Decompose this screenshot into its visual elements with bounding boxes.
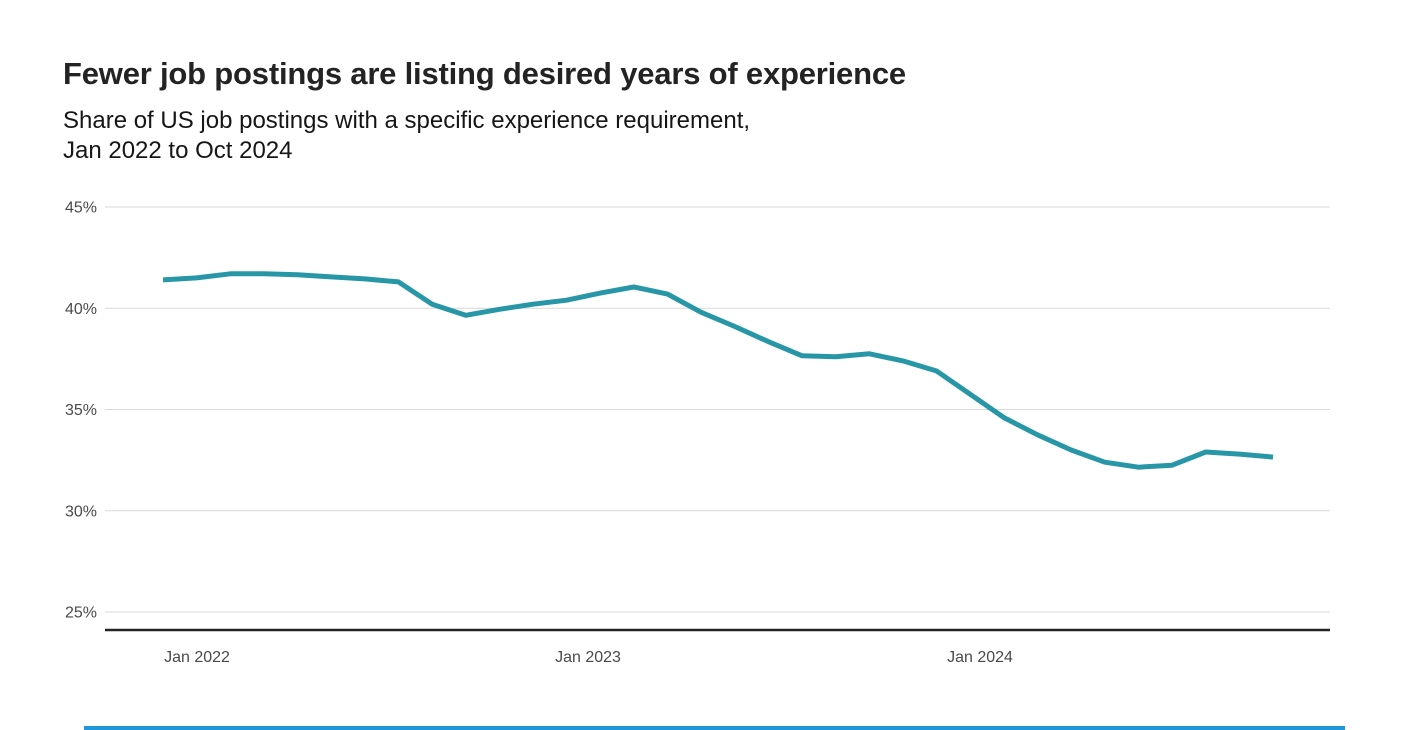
chart-subtitle-line-2: Jan 2022 to Oct 2024 <box>63 137 293 164</box>
x-axis-tick-label: Jan 2022 <box>164 649 230 666</box>
chart-subtitle: Share of US job postings with a specific… <box>63 106 1163 166</box>
x-axis-tick-label: Jan 2023 <box>555 649 621 666</box>
x-axis-tick-label: Jan 2024 <box>947 649 1013 666</box>
data-line-series <box>162 271 1274 470</box>
bottom-accent-bar <box>84 726 1345 730</box>
y-axis-tick-label: 30% <box>65 503 97 520</box>
y-axis-tick-label: 40% <box>65 301 97 318</box>
chart-title: Fewer job postings are listing desired y… <box>63 56 906 91</box>
chart-subtitle-line-1: Share of US job postings with a specific… <box>63 107 751 134</box>
y-axis-tick-label: 25% <box>65 605 97 622</box>
chart-header: Fewer job postings are listing desired y… <box>63 56 1163 166</box>
y-axis-tick-label: 35% <box>65 402 97 419</box>
y-axis-tick-label: 45% <box>65 200 97 217</box>
